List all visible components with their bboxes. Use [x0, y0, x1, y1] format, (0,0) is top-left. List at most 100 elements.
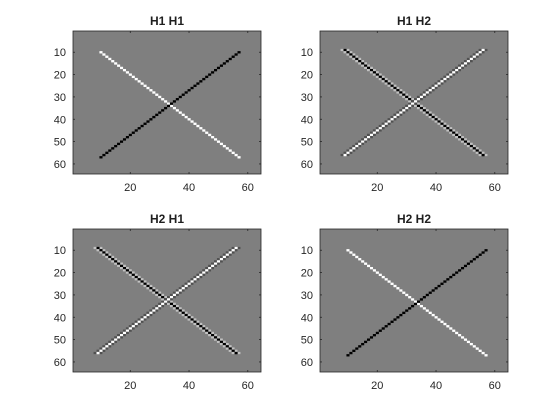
line-pixel	[172, 304, 176, 308]
line-edge-pixel	[187, 284, 191, 288]
line-edge-pixel	[428, 115, 432, 119]
line-edge-pixel	[111, 338, 115, 341]
line-edge-pixel	[169, 300, 173, 303]
line-edge-pixel	[199, 275, 203, 279]
x-tick-label: 20	[371, 182, 383, 194]
line-pixel	[175, 109, 179, 112]
x-tick-label: 20	[371, 380, 383, 392]
line-pixel	[355, 255, 359, 259]
line-pixel	[434, 118, 438, 121]
line-edge-pixel	[396, 111, 400, 114]
line-pixel	[137, 127, 141, 130]
line-pixel	[211, 334, 215, 337]
line-pixel	[449, 129, 453, 132]
y-tick-label: 50	[54, 335, 66, 347]
y-tick-label: 60	[54, 159, 66, 171]
line-edge-pixel	[120, 331, 123, 335]
line-edge-pixel	[378, 77, 382, 81]
line-pixel	[199, 325, 203, 328]
line-pixel	[167, 298, 171, 301]
line-edge-pixel	[193, 318, 197, 321]
line-pixel	[105, 345, 109, 348]
y-tick-label: 30	[301, 92, 313, 104]
line-pixel	[434, 84, 438, 87]
line-edge-pixel	[161, 300, 165, 303]
line-pixel	[225, 345, 229, 348]
line-edge-pixel	[387, 122, 391, 125]
line-pixel	[134, 275, 138, 279]
line-pixel	[422, 296, 426, 299]
line-edge-pixel	[114, 340, 118, 343]
line-edge-pixel	[346, 48, 350, 52]
line-pixel	[372, 131, 376, 134]
line-pixel	[408, 296, 412, 299]
line-edge-pixel	[346, 53, 350, 56]
subplot-2: 10 20 30 40 50 60 20 40 60 H1 H2	[301, 14, 509, 194]
line-pixel	[205, 329, 209, 332]
line-pixel	[228, 149, 232, 152]
line-pixel	[390, 84, 394, 87]
line-edge-pixel	[399, 89, 403, 92]
subplot-title: H1 H1	[150, 14, 184, 28]
line-pixel	[384, 122, 388, 125]
line-edge-pixel	[158, 291, 162, 294]
line-edge-pixel	[134, 325, 138, 328]
line-pixel	[193, 122, 197, 125]
line-edge-pixel	[225, 251, 229, 254]
line-pixel	[346, 249, 350, 252]
line-pixel	[390, 320, 394, 323]
line-edge-pixel	[125, 271, 129, 274]
line-edge-pixel	[461, 66, 464, 69]
line-edge-pixel	[216, 262, 220, 265]
line-edge-pixel	[437, 84, 441, 87]
line-pixel	[131, 75, 135, 79]
line-edge-pixel	[181, 284, 185, 288]
line-edge-pixel	[149, 289, 153, 292]
line-edge-pixel	[102, 345, 106, 348]
line-edge-pixel	[184, 287, 188, 290]
line-edge-pixel	[208, 269, 212, 272]
line-edge-pixel	[355, 142, 359, 145]
line-edge-pixel	[175, 309, 179, 312]
line-pixel	[349, 351, 353, 355]
line-edge-pixel	[481, 151, 485, 154]
line-edge-pixel	[102, 253, 106, 256]
line-pixel	[384, 325, 388, 328]
line-pixel	[152, 115, 156, 119]
line-pixel	[105, 55, 109, 58]
line-edge-pixel	[449, 71, 453, 74]
diagonal-line-2	[93, 246, 241, 355]
line-edge-pixel	[122, 264, 126, 267]
line-pixel	[355, 57, 359, 61]
line-edge-pixel	[93, 246, 97, 250]
line-pixel	[149, 118, 153, 121]
subplot-4: 10 20 30 40 50 60 20 40 60 H2 H2	[301, 212, 509, 392]
line-edge-pixel	[416, 106, 420, 110]
line-edge-pixel	[440, 120, 444, 123]
line-edge-pixel	[428, 91, 432, 94]
line-pixel	[196, 322, 200, 326]
line-edge-pixel	[99, 347, 103, 350]
line-pixel	[216, 66, 221, 70]
line-edge-pixel	[478, 48, 482, 52]
line-pixel	[367, 66, 371, 70]
line-pixel	[117, 64, 121, 67]
line-edge-pixel	[437, 122, 441, 125]
line-edge-pixel	[416, 100, 420, 103]
line-edge-pixel	[108, 345, 112, 348]
line-pixel	[146, 120, 150, 123]
line-pixel	[140, 124, 144, 128]
line-edge-pixel	[463, 138, 467, 141]
line-edge-pixel	[402, 111, 406, 114]
line-edge-pixel	[155, 309, 159, 312]
line-edge-pixel	[396, 115, 400, 119]
line-edge-pixel	[105, 342, 109, 346]
line-edge-pixel	[219, 255, 223, 259]
line-pixel	[169, 104, 174, 108]
line-pixel	[187, 282, 191, 285]
line-edge-pixel	[408, 106, 412, 110]
line-pixel	[361, 62, 365, 65]
line-pixel	[187, 316, 191, 319]
line-edge-pixel	[452, 73, 456, 76]
line-pixel	[469, 57, 473, 61]
